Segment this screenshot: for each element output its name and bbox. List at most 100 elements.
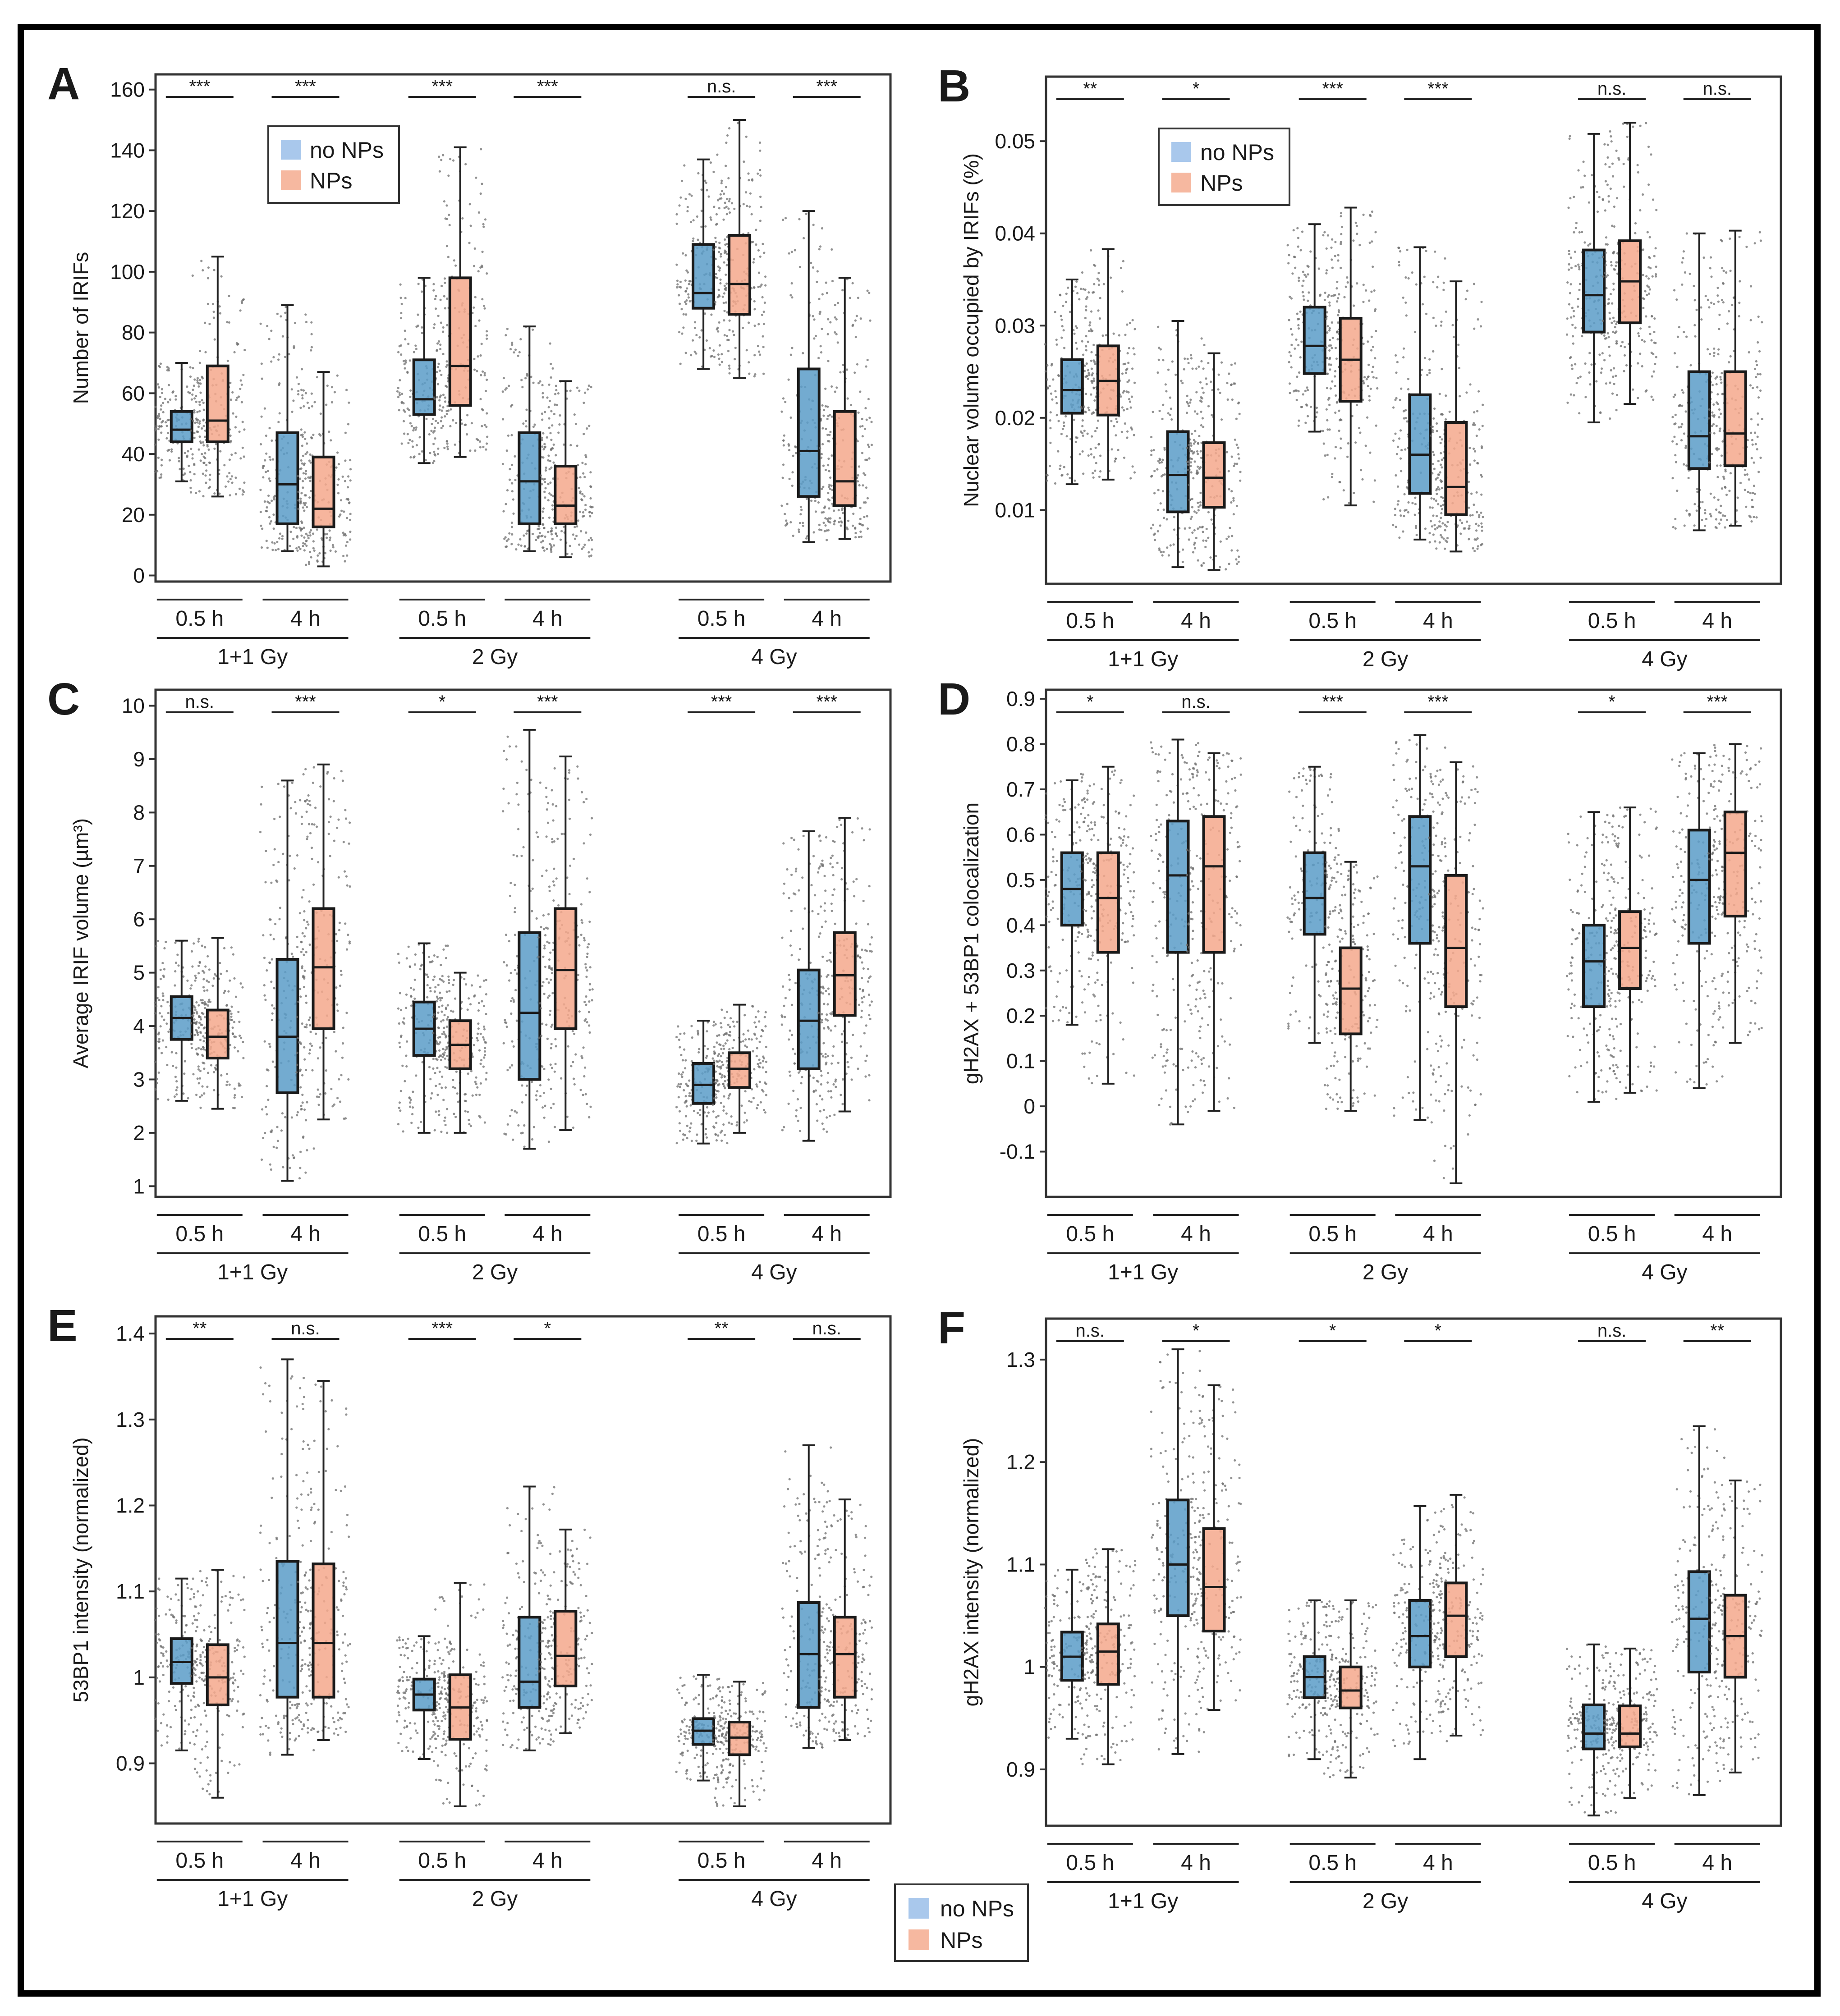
- data-point: [1440, 504, 1442, 507]
- data-point: [712, 349, 715, 352]
- data-point: [1195, 511, 1198, 514]
- box-nps-3: [432, 146, 489, 458]
- data-point: [680, 179, 684, 182]
- data-point: [1566, 281, 1569, 284]
- data-point: [477, 355, 479, 358]
- data-point: [174, 1076, 177, 1078]
- data-point: [1445, 394, 1447, 397]
- data-point: [550, 494, 553, 496]
- data-point: [436, 371, 438, 374]
- panel-legend-swatch-no-nps: [281, 140, 301, 160]
- data-point: [552, 495, 555, 498]
- data-point: [1129, 322, 1131, 325]
- data-point: [1110, 448, 1113, 451]
- data-point: [742, 326, 744, 329]
- data-point: [319, 434, 322, 437]
- data-point: [1129, 406, 1132, 409]
- data-point: [169, 398, 172, 401]
- data-point: [1328, 301, 1331, 304]
- data-point: [1577, 305, 1579, 308]
- data-point: [442, 394, 445, 396]
- data-point: [1291, 272, 1294, 275]
- data-point: [1060, 433, 1063, 435]
- data-point: [867, 445, 870, 448]
- data-point: [1200, 457, 1203, 459]
- data-point: [307, 534, 309, 537]
- data-point: [1674, 413, 1677, 417]
- data-point: [306, 838, 308, 840]
- data-point: [788, 252, 790, 255]
- data-point: [179, 468, 181, 471]
- data-point: [155, 945, 157, 948]
- data-point: [685, 302, 688, 305]
- data-point: [1406, 248, 1409, 251]
- data-point: [1634, 222, 1637, 225]
- data-point: [266, 546, 269, 549]
- data-point: [404, 361, 407, 364]
- data-point: [720, 182, 723, 184]
- data-point: [583, 495, 586, 498]
- data-point: [1063, 425, 1065, 427]
- data-point: [516, 781, 519, 784]
- data-point: [1403, 493, 1406, 495]
- data-point: [533, 423, 536, 426]
- data-point: [278, 918, 281, 921]
- data-point: [829, 517, 832, 520]
- data-point: [1672, 395, 1675, 398]
- data-point: [448, 213, 450, 216]
- data-point: [1715, 383, 1718, 385]
- data-point: [1234, 382, 1236, 385]
- data-point: [310, 333, 313, 335]
- data-point: [839, 371, 842, 374]
- data-point: [584, 504, 587, 506]
- data-point: [1432, 417, 1435, 420]
- data-point: [1110, 420, 1113, 422]
- data-point: [1188, 444, 1190, 446]
- data-point: [1331, 258, 1333, 261]
- data-point: [1470, 492, 1473, 495]
- data-point: [299, 502, 302, 505]
- data-point: [826, 440, 829, 443]
- data-point: [1189, 442, 1192, 445]
- data-point: [397, 1123, 400, 1126]
- data-point: [486, 334, 488, 337]
- data-point: [679, 362, 682, 365]
- data-point: [841, 507, 844, 510]
- data-point: [399, 1090, 402, 1092]
- data-point: [827, 492, 830, 495]
- data-point: [159, 978, 162, 981]
- data-point: [1360, 469, 1363, 472]
- data-point: [512, 1138, 514, 1141]
- data-point: [854, 527, 857, 529]
- data-point: [305, 506, 308, 509]
- data-point: [1704, 512, 1707, 514]
- y-tick-label: 5: [133, 961, 145, 985]
- data-point: [1340, 233, 1343, 235]
- data-point: [1330, 363, 1332, 366]
- data-point: [1605, 287, 1608, 289]
- data-point: [762, 310, 765, 313]
- data-point: [859, 390, 862, 393]
- data-point: [1065, 435, 1068, 438]
- data-point: [1715, 518, 1718, 521]
- data-point: [1716, 464, 1719, 467]
- data-point: [289, 531, 292, 533]
- data-point: [1620, 345, 1622, 348]
- data-point: [748, 179, 750, 182]
- data-point: [1571, 324, 1574, 326]
- data-point: [1704, 524, 1707, 527]
- data-point: [1613, 205, 1615, 208]
- data-point: [198, 422, 201, 425]
- data-point: [410, 995, 413, 998]
- data-point: [1171, 360, 1174, 363]
- data-point: [1655, 266, 1657, 268]
- data-point: [589, 515, 592, 518]
- data-point: [868, 457, 871, 460]
- data-point: [1093, 361, 1096, 363]
- data-point: [1609, 130, 1611, 133]
- data-point: [1289, 354, 1292, 357]
- data-point: [433, 990, 436, 993]
- data-point: [398, 345, 401, 348]
- data-point: [305, 532, 307, 535]
- data-point: [1738, 302, 1741, 304]
